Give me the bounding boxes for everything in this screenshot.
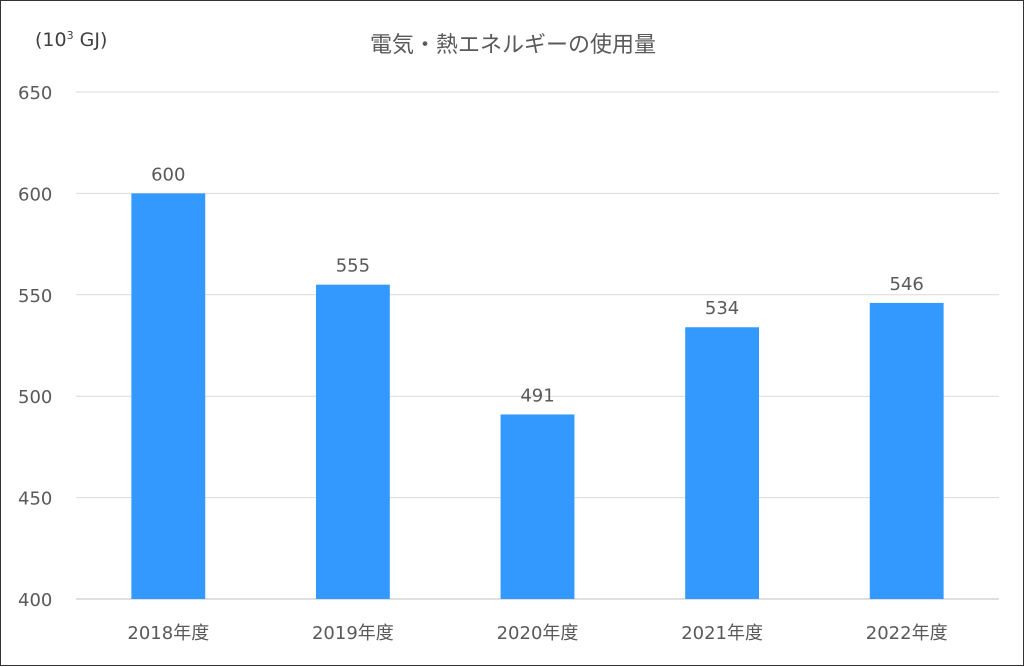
data-label: 600 — [151, 164, 185, 185]
data-label: 555 — [336, 256, 370, 277]
y-tick-label: 500 — [18, 387, 52, 408]
y-tick-label: 450 — [18, 489, 52, 510]
y-tick-label: 400 — [18, 590, 52, 611]
y-tick-label: 600 — [18, 184, 52, 205]
bar-2020年度 — [500, 414, 575, 599]
x-tick-label: 2022年度 — [866, 623, 948, 644]
x-tick-label: 2019年度 — [312, 623, 394, 644]
x-tick-label: 2018年度 — [127, 623, 209, 644]
data-label: 534 — [705, 298, 739, 319]
x-tick-label: 2021年度 — [681, 623, 763, 644]
y-tick-label: 550 — [18, 286, 52, 307]
data-label: 546 — [890, 274, 924, 295]
bar-2019年度 — [315, 284, 390, 599]
x-tick-label: 2020年度 — [497, 623, 579, 644]
bar-2021年度 — [685, 327, 760, 599]
bar-2022年度 — [869, 302, 944, 599]
chart-title: 電気・熱エネルギーの使用量 — [369, 33, 656, 58]
y-tick-label: 650 — [18, 83, 52, 104]
data-label: 491 — [520, 385, 554, 406]
y-axis-unit-label: (103 GJ) — [35, 29, 108, 51]
bar-2018年度 — [131, 193, 206, 599]
